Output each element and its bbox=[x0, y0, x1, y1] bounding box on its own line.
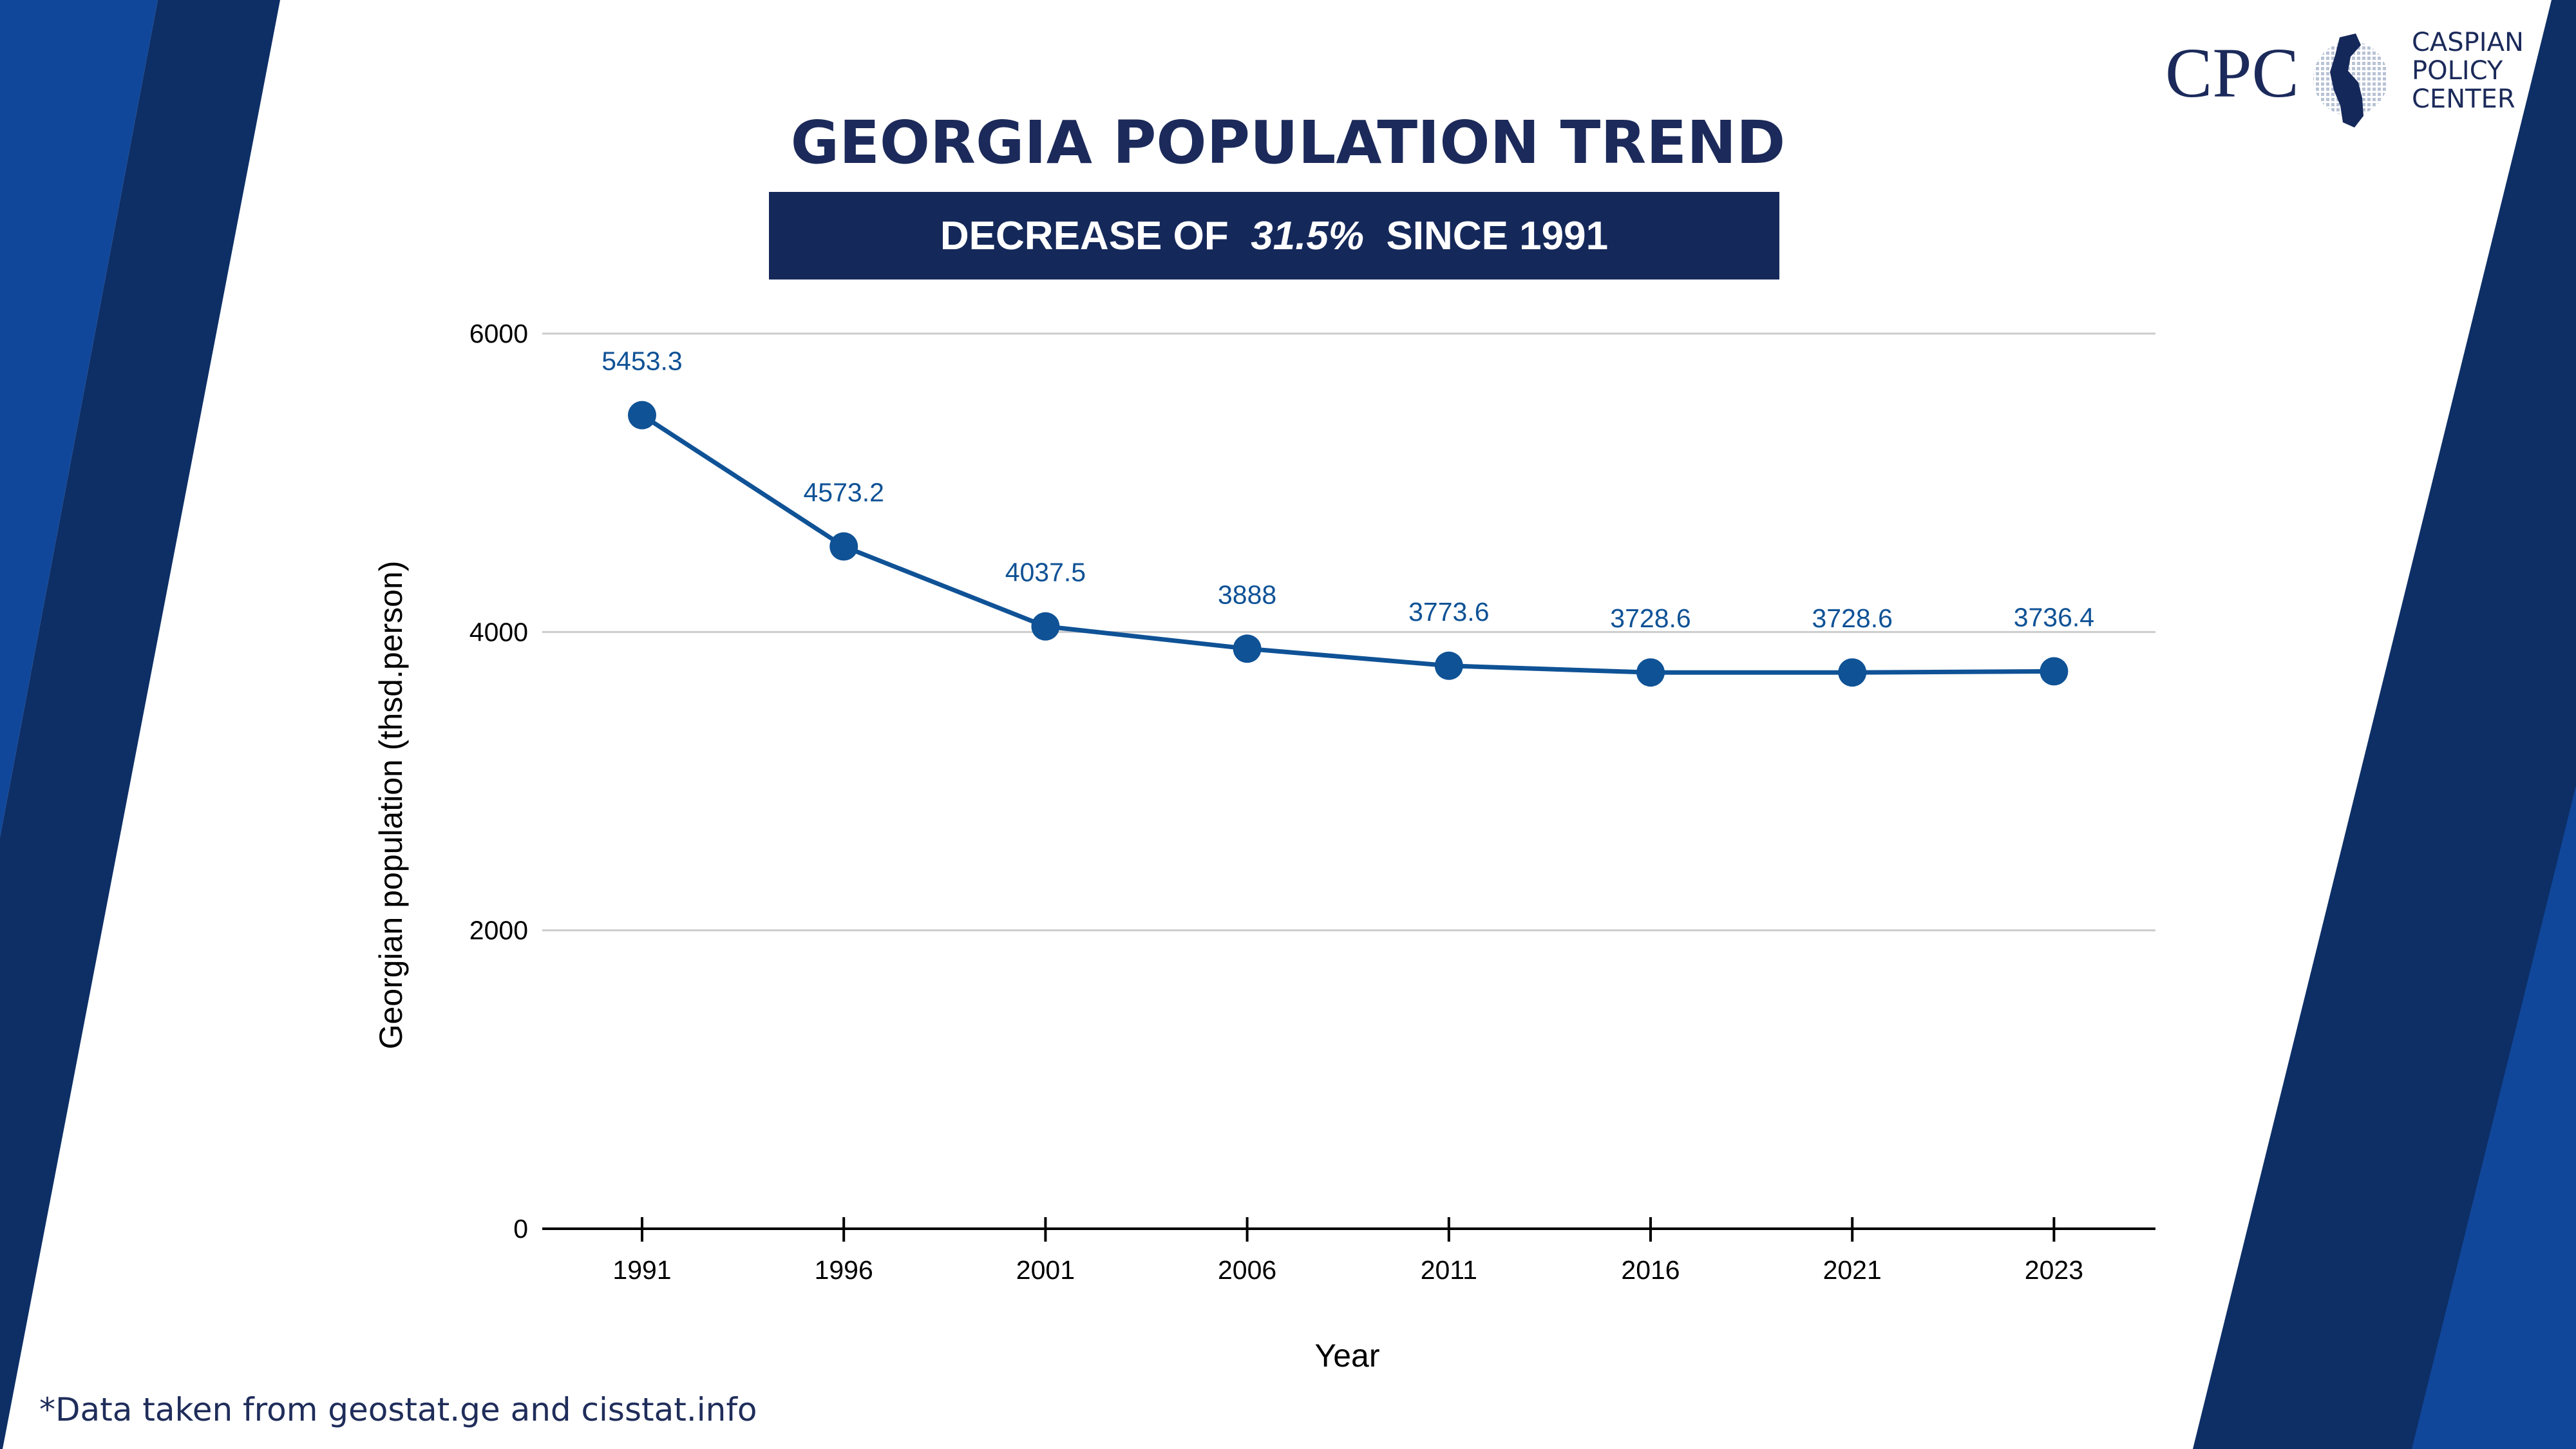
x-tick-label: 2021 bbox=[1823, 1255, 1882, 1285]
data-label: 3728.6 bbox=[1812, 603, 1892, 633]
right-dark-stripe bbox=[2193, 0, 2576, 1449]
cpc-logo: CPC CASPIAN POLICY CENTER bbox=[2151, 19, 2537, 135]
data-point bbox=[2040, 657, 2069, 686]
data-point bbox=[1636, 658, 1665, 687]
x-tick-label: 2006 bbox=[1218, 1255, 1276, 1285]
x-tick-label: 2016 bbox=[1621, 1255, 1680, 1285]
footnote: *Data taken from geostat.ge and cisstat.… bbox=[39, 1391, 757, 1428]
data-label: 3728.6 bbox=[1610, 603, 1690, 633]
x-tick-label: 1996 bbox=[815, 1255, 873, 1285]
data-label: 4573.2 bbox=[803, 478, 884, 507]
banner-value: 31.5% bbox=[1251, 213, 1364, 258]
left-light-stripe bbox=[0, 0, 158, 1449]
x-tick-label: 2011 bbox=[1421, 1255, 1477, 1285]
logo-abbr: CPC bbox=[2165, 33, 2299, 112]
data-point bbox=[829, 532, 858, 561]
y-axis-label: Georgian population (thsd.person) bbox=[373, 560, 409, 1050]
y-tick-label: 0 bbox=[513, 1214, 528, 1244]
data-label: 3888 bbox=[1218, 580, 1276, 609]
data-point bbox=[628, 401, 656, 430]
x-tick-label: 2001 bbox=[1016, 1255, 1075, 1285]
series-line bbox=[641, 413, 2054, 675]
data-point bbox=[1233, 634, 1262, 663]
data-point bbox=[1031, 612, 1060, 641]
y-tick-label: 4000 bbox=[469, 617, 528, 647]
logo-line: POLICY bbox=[2412, 56, 2503, 86]
y-tick-label: 2000 bbox=[469, 916, 528, 945]
banner-prefix: DECREASE OF bbox=[940, 213, 1251, 258]
banner-suffix: SINCE 1991 bbox=[1364, 213, 1609, 258]
x-axis-label: Year bbox=[1314, 1338, 1380, 1374]
caspian-globe-icon bbox=[2313, 33, 2388, 128]
x-tick-label: 1991 bbox=[612, 1255, 671, 1285]
left-dark-stripe bbox=[0, 0, 280, 1449]
x-tick-label: 2023 bbox=[2025, 1255, 2083, 1285]
logo-line: CASPIAN bbox=[2412, 28, 2524, 57]
right-light-stripe bbox=[2412, 786, 2576, 1449]
logo-line: CENTER bbox=[2412, 84, 2515, 114]
data-label: 5453.3 bbox=[601, 346, 682, 376]
data-point bbox=[1838, 658, 1867, 687]
data-label: 4037.5 bbox=[1005, 558, 1086, 587]
y-tick-label: 6000 bbox=[469, 319, 528, 348]
decrease-banner: DECREASE OF 31.5% SINCE 1991 bbox=[769, 192, 1779, 279]
chart-title: GEORGIA POPULATION TREND bbox=[790, 108, 1786, 177]
data-point bbox=[1434, 651, 1463, 680]
data-label: 3773.6 bbox=[1408, 597, 1489, 627]
data-label: 3736.4 bbox=[2014, 602, 2094, 632]
